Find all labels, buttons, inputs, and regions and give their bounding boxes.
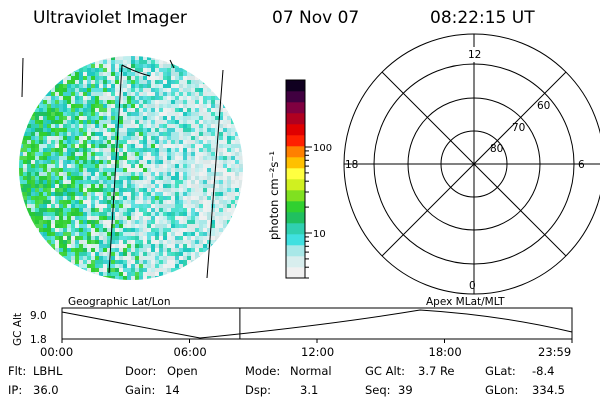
colorbar-cell [286,245,305,257]
colorbar-frame [285,79,306,279]
colorbar-cell [286,168,305,180]
gcalt-label: GC Alt: [365,364,405,378]
uv-earth-image [19,56,243,280]
status-panel: Flt: LBHL IP: 36.0 Door: Open Gain: 14 M… [8,364,565,397]
timeline-ytick-bottom: 1.8 [30,334,47,346]
colorbar-cell [286,146,305,158]
polar-diagonal-b [381,71,567,257]
timeline-left-caption: Geographic Lat/Lon [68,296,170,308]
door-value: Open [167,364,198,378]
colorbar-cell [286,267,305,279]
mlt-label-6: 6 [578,159,585,171]
polar-plot: 12 18 6 0 60 70 80 [343,33,600,295]
colorbar-cell [286,91,305,103]
lat-label-70: 70 [512,122,525,134]
glon-value: 334.5 [532,383,565,397]
timeline-right-caption: Apex MLat/MLT [426,296,505,308]
altitude-curve [61,309,573,339]
terminator-line-right [206,69,224,279]
date-label: 07 Nov 07 [272,8,359,28]
timeline-frame [61,307,573,340]
colorbar-cell [286,179,305,191]
door-label: Door: [125,364,156,378]
orbit-timeline: Geographic Lat/Lon Apex MLat/MLT GC Alt … [12,296,573,359]
ip-value: 36.0 [33,383,59,397]
timeline-xtick-label: 23:59 [538,345,571,359]
timeline-ylabel: GC Alt [12,313,24,346]
colorbar-cell [286,190,305,202]
label-bg-12 [463,47,485,62]
glat-label: GLat: [485,364,516,378]
limb-marker-line [21,57,24,98]
colorbar-tick-label: 10 [313,229,326,240]
timeline-xtick-label: 12:00 [301,345,334,359]
colorbar-cell [286,124,305,136]
filter-label: Flt: [8,364,26,378]
instrument-title: Ultraviolet Imager [33,8,187,28]
colorbar-cell [286,201,305,213]
timeline-xtick-label: 18:00 [429,345,462,359]
colorbar-cell [286,135,305,147]
mlt-label-0: 0 [469,280,476,292]
colorbar-cell [286,234,305,246]
gain-label: Gain: [125,383,155,397]
timeline-xtick-label: 06:00 [174,345,207,359]
dsp-value: 3.1 [300,383,318,397]
lat-label-60: 60 [537,100,550,112]
colorbar-cells [286,80,305,279]
glon-label: GLon: [485,383,518,397]
mode-value: Normal [290,364,332,378]
gain-value: 14 [165,383,180,397]
mlt-label-18: 18 [345,159,358,171]
ip-label: IP: [8,383,22,397]
colorbar-ticks: 100 10 [305,143,332,279]
timeline-ytick-top: 9.0 [30,310,47,322]
mlt-label-12: 12 [468,49,481,61]
disk-pixels [19,56,243,280]
colorbar-cell [286,223,305,235]
filter-value: LBHL [33,364,63,378]
colorbar-cell [286,102,305,114]
glat-value: -8.4 [532,364,554,378]
dsp-label: Dsp: [245,383,271,397]
seq-label: Seq: [365,383,391,397]
limb-arc [121,64,151,77]
gcalt-value: 3.7 Re [418,364,455,378]
limb-tick [169,59,175,69]
colorbar-cell [286,80,305,92]
colorbar-cell [286,113,305,125]
colorbar: 100 10 photon cm⁻²s⁻¹ [267,79,332,279]
colorbar-tick-label: 100 [313,143,332,154]
timeline-xtick-label: 00:00 [40,345,73,359]
terminator-line-left [108,64,123,274]
colorbar-cell [286,256,305,268]
colorbar-cell [286,157,305,169]
mode-label: Mode: [245,364,280,378]
lat-label-80: 80 [490,143,503,155]
timeline-xticks: 00:00 06:00 12:00 18:00 23:59 [40,339,573,359]
time-label: 08:22:15 UT [430,8,535,28]
colorbar-cell [286,212,305,224]
seq-value: 39 [398,383,413,397]
colorbar-unit-label: photon cm⁻²s⁻¹ [267,151,281,240]
